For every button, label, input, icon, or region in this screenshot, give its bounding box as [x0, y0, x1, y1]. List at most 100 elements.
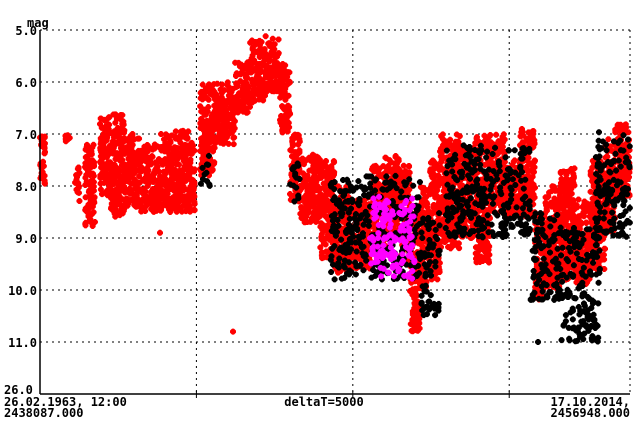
red-observation — [98, 124, 105, 131]
red-observation — [62, 135, 69, 142]
red-observation — [579, 261, 586, 268]
red-observation — [485, 161, 492, 168]
red-observation — [423, 194, 430, 201]
red-observation — [99, 143, 106, 150]
red-observation — [150, 208, 157, 215]
red-observation — [119, 144, 126, 151]
red-observation — [533, 260, 540, 267]
red-observation — [457, 150, 464, 157]
red-observation — [117, 135, 124, 142]
red-observation — [250, 67, 257, 74]
red-observation — [185, 128, 192, 135]
red-observation — [270, 69, 277, 76]
red-observation — [478, 176, 485, 183]
red-observation — [311, 179, 318, 186]
red-observation — [411, 327, 418, 334]
red-observation — [113, 112, 120, 119]
red-observation — [392, 219, 399, 226]
red-observation — [331, 169, 338, 176]
red-observation — [296, 149, 303, 156]
red-observation — [381, 175, 388, 182]
red-observation — [174, 206, 181, 213]
red-observation — [162, 156, 169, 163]
red-observation — [328, 165, 335, 172]
red-observation — [598, 256, 605, 263]
red-observation — [249, 52, 256, 59]
red-observation — [371, 168, 378, 175]
red-observation — [581, 201, 588, 208]
red-observation — [598, 218, 605, 225]
red-observation — [176, 174, 183, 181]
red-observation — [41, 145, 48, 152]
red-observation — [435, 172, 442, 179]
red-observation — [202, 136, 209, 143]
red-observation — [416, 307, 423, 314]
red-observation — [91, 194, 98, 201]
red-observation — [467, 234, 474, 241]
red-observation — [118, 162, 125, 169]
red-observation — [158, 187, 165, 194]
red-observation — [523, 164, 530, 171]
red-observation — [450, 221, 457, 228]
red-observation — [459, 152, 466, 159]
red-observation — [199, 81, 206, 88]
red-observation — [383, 164, 390, 171]
red-observation — [137, 158, 144, 165]
red-observation — [87, 201, 94, 208]
red-observation — [233, 102, 240, 109]
red-observation — [297, 210, 304, 217]
red-observation — [431, 208, 438, 215]
red-observation — [551, 224, 558, 231]
red-observation — [517, 193, 524, 200]
red-observation — [177, 153, 184, 160]
red-observation — [441, 139, 448, 146]
red-observation — [191, 207, 198, 214]
red-observation — [415, 319, 422, 326]
red-observation — [549, 183, 556, 190]
red-observation — [161, 173, 168, 180]
red-observation — [108, 195, 115, 202]
red-observation — [216, 124, 223, 131]
red-observation — [542, 194, 549, 201]
red-observation — [106, 178, 113, 185]
red-observation — [158, 206, 165, 213]
red-observation — [406, 169, 413, 176]
red-observation — [100, 130, 107, 137]
red-observation — [282, 120, 289, 127]
red-observation — [172, 166, 179, 173]
red-observation — [334, 209, 341, 216]
red-observation — [278, 63, 285, 70]
red-observation — [435, 264, 442, 271]
red-observation — [500, 176, 507, 183]
red-observation — [421, 232, 428, 239]
red-observation — [277, 116, 284, 123]
red-observation — [112, 213, 119, 220]
red-observation — [269, 66, 276, 73]
red-observation — [129, 141, 136, 148]
red-observation — [199, 96, 206, 103]
red-observation — [361, 204, 368, 211]
red-observation — [317, 244, 324, 251]
red-observation — [257, 45, 264, 52]
red-observation — [82, 194, 89, 201]
red-observation — [488, 147, 495, 154]
red-observation — [566, 211, 573, 218]
red-observation — [329, 236, 336, 243]
red-observation — [488, 139, 495, 146]
red-observation — [175, 161, 182, 168]
red-observation — [416, 303, 423, 310]
red-observation — [221, 120, 228, 127]
red-observation — [174, 185, 181, 192]
red-observation — [286, 69, 293, 76]
red-observation — [281, 117, 288, 124]
red-observation — [175, 179, 182, 186]
red-observation — [589, 178, 596, 185]
red-observation — [82, 205, 89, 212]
red-observation — [324, 207, 331, 214]
red-observation — [322, 187, 329, 194]
red-observation — [108, 169, 115, 176]
red-observation — [209, 124, 216, 131]
red-observation — [295, 141, 302, 148]
red-observation — [449, 241, 456, 248]
red-observation — [440, 203, 447, 210]
